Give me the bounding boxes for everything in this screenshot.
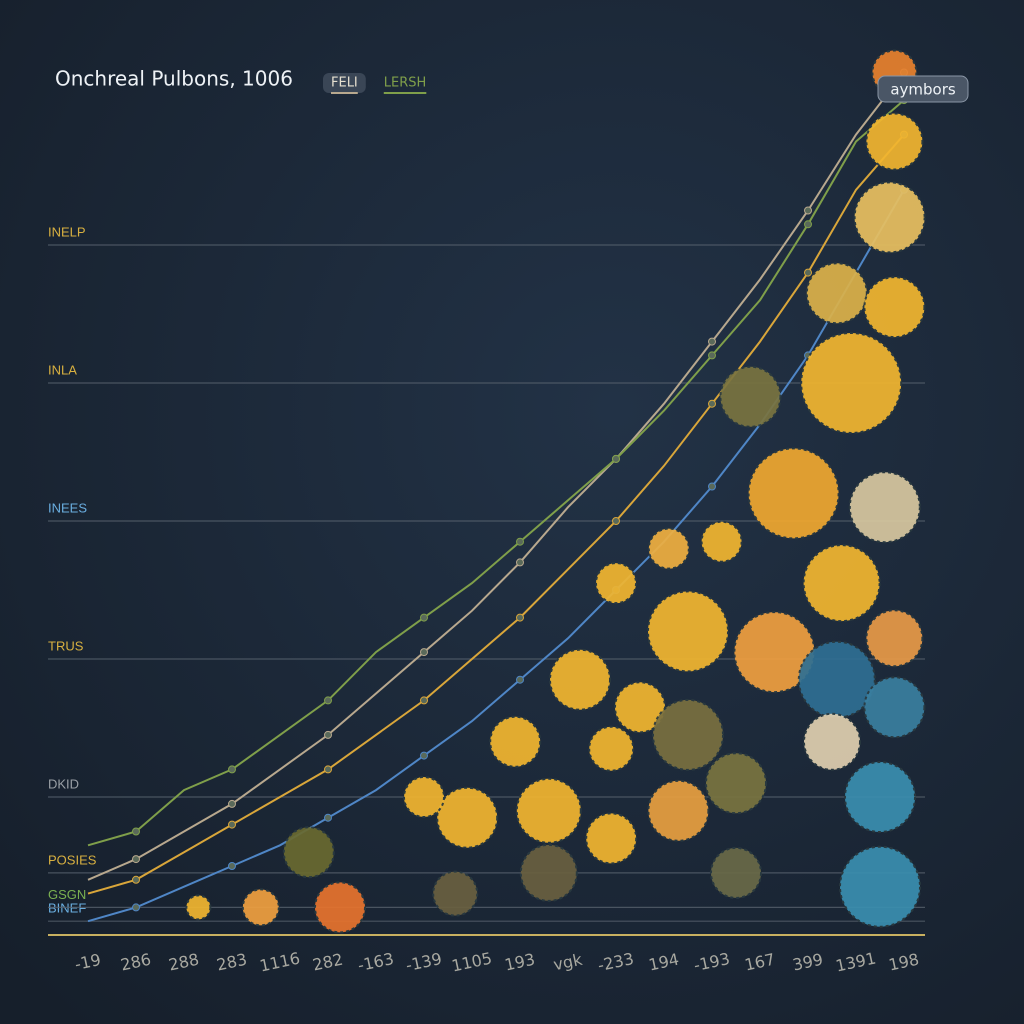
- bubble: [282, 826, 335, 879]
- point: [708, 399, 716, 408]
- point: [708, 337, 716, 346]
- point: [228, 765, 236, 774]
- point: [324, 696, 332, 705]
- point: [804, 220, 812, 229]
- bubble: [839, 845, 921, 928]
- point: [228, 862, 236, 870]
- bubble: [710, 846, 762, 899]
- bubble: [705, 752, 767, 815]
- legend-swatch: [331, 92, 358, 94]
- bubble: [747, 447, 840, 540]
- bubble: [432, 870, 479, 917]
- y-tick-label: DKID: [48, 776, 79, 791]
- legend-pill: [323, 73, 366, 93]
- point: [420, 648, 428, 657]
- legend-label: aymbors: [890, 81, 956, 99]
- bubble: [595, 562, 637, 605]
- y-tick-label: BINEF: [48, 901, 86, 916]
- series-line: [87, 99, 905, 847]
- series-line: [87, 133, 905, 895]
- bubble: [519, 843, 578, 902]
- point: [804, 268, 812, 277]
- point: [420, 751, 428, 760]
- bubble: [647, 779, 710, 842]
- legend-pill: [877, 75, 969, 103]
- point: [132, 903, 140, 912]
- point: [516, 675, 524, 684]
- bubble: [403, 776, 445, 818]
- bubble: [585, 812, 638, 865]
- point: [324, 813, 332, 822]
- point: [228, 820, 236, 829]
- bubble: [863, 676, 926, 739]
- bubble: [652, 698, 724, 771]
- point: [516, 613, 524, 622]
- bubble: [647, 590, 729, 673]
- legend-swatch: [383, 92, 427, 94]
- bubble: [803, 712, 861, 771]
- bubble: [241, 888, 280, 927]
- y-tick-label: TRUS: [48, 638, 84, 653]
- bubble: [848, 471, 921, 544]
- y-tick-label: POSIES: [48, 852, 97, 867]
- y-tick-label: INELP: [48, 224, 86, 239]
- point: [324, 730, 332, 739]
- bubble: [865, 112, 924, 171]
- point: [612, 454, 620, 463]
- point: [708, 482, 716, 491]
- series-line: [87, 71, 905, 881]
- legend-label: LERSH: [384, 76, 427, 91]
- bubble: [489, 715, 542, 768]
- point: [516, 537, 524, 546]
- bubble: [844, 761, 916, 833]
- y-tick-label: INEES: [48, 500, 87, 515]
- bubble: [314, 881, 366, 934]
- bubble: [515, 777, 582, 844]
- bubble: [805, 262, 868, 325]
- point: [228, 799, 236, 808]
- bubble: [719, 365, 782, 428]
- bubble: [549, 648, 611, 711]
- point: [132, 855, 140, 864]
- bubble: [800, 332, 903, 434]
- bubble: [797, 640, 876, 719]
- point: [516, 558, 524, 567]
- point: [132, 827, 140, 836]
- point: [420, 613, 428, 622]
- point: [324, 765, 332, 774]
- y-tick-label: GSGN: [48, 887, 86, 902]
- point: [708, 351, 716, 360]
- point: [132, 875, 140, 884]
- point: [804, 206, 812, 215]
- bubble: [185, 894, 212, 921]
- bubble: [865, 609, 924, 668]
- point: [420, 696, 428, 705]
- legend-label: FELI: [331, 76, 358, 91]
- bubble: [802, 544, 881, 623]
- bubble: [853, 181, 926, 254]
- bubble: [700, 520, 743, 563]
- bubble: [863, 276, 926, 339]
- bubble: [436, 786, 499, 849]
- y-tick-label: INLA: [48, 362, 77, 377]
- bubble: [647, 527, 690, 570]
- bubble: [588, 725, 635, 772]
- chart-title: Onchreal Pulbons, 1006: [55, 67, 293, 91]
- point: [612, 517, 620, 525]
